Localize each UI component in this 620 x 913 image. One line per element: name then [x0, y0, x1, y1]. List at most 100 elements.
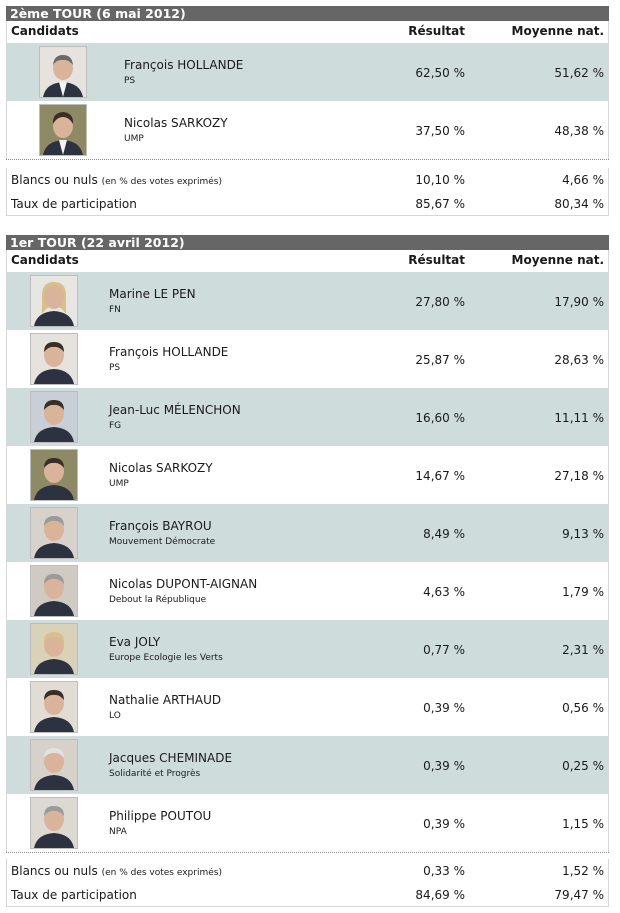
blank-votes-label: Blancs ou nuls (en % des votes exprimés) [11, 864, 222, 878]
candidate-result: 16,60 % [415, 411, 465, 425]
candidate-national: 0,25 % [562, 759, 604, 773]
candidate-photo [30, 681, 78, 733]
candidate-national: 2,31 % [562, 643, 604, 657]
candidate-name: Nicolas SARKOZY [109, 461, 213, 475]
table-row: Marine LE PEN FN 27,80 % 17,90 % [6, 272, 609, 330]
divider [6, 852, 609, 853]
table-row: François HOLLANDE PS 25,87 % 28,63 % [6, 330, 609, 388]
candidate-name: Nathalie ARTHAUD [109, 693, 222, 707]
round1-title: 1er TOUR (22 avril 2012) [6, 235, 609, 250]
candidate-photo [30, 333, 78, 385]
candidate-result: 27,80 % [415, 295, 465, 309]
candidate-party: Solidarité et Progrès [109, 769, 201, 779]
header-resultat: Résultat [408, 24, 465, 38]
table-row: François BAYROU Mouvement Démocrate 8,49 %… [6, 504, 609, 562]
blank-votes-row: Blancs ou nuls (en % des votes exprimés)… [6, 168, 609, 192]
turnout-row: Taux de participation 84,69 % 79,47 % [6, 883, 609, 907]
candidate-result: 62,50 % [415, 66, 465, 80]
candidate-national: 48,38 % [554, 124, 604, 138]
blank-votes-result: 10,10 % [415, 173, 465, 187]
candidate-name: Marine LE PEN [109, 287, 196, 301]
candidate-party: UMP [109, 479, 129, 489]
candidate-name: Philippe POUTOU [109, 809, 212, 823]
candidate-name: François BAYROU [109, 519, 212, 533]
candidate-photo [30, 275, 78, 327]
candidate-result: 25,87 % [415, 353, 465, 367]
round1-column-headers: Candidats Résultat Moyenne nat. [6, 250, 609, 272]
turnout-label: Taux de participation [11, 197, 137, 211]
candidate-national: 17,90 % [554, 295, 604, 309]
candidate-photo [39, 104, 87, 156]
table-row: Jacques CHEMINADE Solidarité et Progrès 0,… [6, 736, 609, 794]
candidate-name: Nicolas SARKOZY [124, 116, 228, 130]
candidate-photo [30, 565, 78, 617]
round2-column-headers: Candidats Résultat Moyenne nat. [6, 21, 609, 43]
candidate-name: François HOLLANDE [124, 58, 244, 72]
candidate-party: NPA [109, 827, 127, 837]
table-row: Philippe POUTOU NPA 0,39 % 1,15 % [6, 794, 609, 852]
candidate-national: 27,18 % [554, 469, 604, 483]
turnout-label: Taux de participation [11, 888, 137, 902]
candidate-national: 51,62 % [554, 66, 604, 80]
candidate-result: 0,39 % [423, 759, 465, 773]
candidate-photo [30, 623, 78, 675]
round2-title: 2ème TOUR (6 mai 2012) [6, 6, 609, 21]
candidate-photo [30, 507, 78, 559]
table-row: Jean-Luc MÉLENCHON FG 16,60 % 11,11 % [6, 388, 609, 446]
candidate-national: 9,13 % [562, 527, 604, 541]
table-row: Nicolas SARKOZY UMP 14,67 % 27,18 % [6, 446, 609, 504]
round1-section: 1er TOUR (22 avril 2012) Candidats Résul… [6, 235, 609, 907]
candidate-result: 14,67 % [415, 469, 465, 483]
table-row: Nathalie ARTHAUD LO 0,39 % 0,56 % [6, 678, 609, 736]
candidate-party: FG [109, 421, 122, 431]
candidate-name: Eva JOLY [109, 635, 161, 649]
candidate-party: FN [109, 305, 121, 315]
blank-votes-row: Blancs ou nuls (en % des votes exprimés)… [6, 859, 609, 883]
candidate-photo [30, 391, 78, 443]
candidate-result: 0,39 % [423, 701, 465, 715]
header-moyenne: Moyenne nat. [511, 253, 604, 267]
candidate-result: 0,77 % [423, 643, 465, 657]
turnout-row: Taux de participation 85,67 % 80,34 % [6, 192, 609, 216]
header-resultat: Résultat [408, 253, 465, 267]
round1-candidate-list: Marine LE PEN FN 27,80 % 17,90 % François HO… [6, 272, 609, 852]
header-candidats: Candidats [11, 24, 79, 38]
turnout-national: 79,47 % [554, 888, 604, 902]
blank-votes-national: 4,66 % [562, 173, 604, 187]
candidate-national: 28,63 % [554, 353, 604, 367]
blank-votes-result: 0,33 % [423, 864, 465, 878]
candidate-photo [39, 46, 87, 98]
candidate-party: LO [109, 711, 121, 721]
candidate-result: 4,63 % [423, 585, 465, 599]
candidate-party: PS [124, 76, 136, 86]
candidate-national: 1,79 % [562, 585, 604, 599]
candidate-photo [30, 449, 78, 501]
header-moyenne: Moyenne nat. [511, 24, 604, 38]
blank-votes-note: (en % des votes exprimés) [101, 177, 222, 187]
candidate-name: Jacques CHEMINADE [109, 751, 233, 765]
candidate-name: François HOLLANDE [109, 345, 229, 359]
divider [6, 159, 609, 160]
candidate-result: 8,49 % [423, 527, 465, 541]
candidate-name: Jean-Luc MÉLENCHON [109, 403, 241, 417]
candidate-name: Nicolas DUPONT-AIGNAN [109, 577, 258, 591]
candidate-national: 1,15 % [562, 817, 604, 831]
candidate-party: UMP [124, 134, 144, 144]
candidate-party: PS [109, 363, 121, 373]
turnout-result: 84,69 % [415, 888, 465, 902]
candidate-photo [30, 797, 78, 849]
turnout-result: 85,67 % [415, 197, 465, 211]
table-row: Nicolas SARKOZY UMP 37,50 % 48,38 % [6, 101, 609, 159]
header-candidats: Candidats [11, 253, 79, 267]
blank-votes-national: 1,52 % [562, 864, 604, 878]
turnout-national: 80,34 % [554, 197, 604, 211]
candidate-national: 0,56 % [562, 701, 604, 715]
candidate-photo [30, 739, 78, 791]
blank-votes-note: (en % des votes exprimés) [101, 868, 222, 878]
round2-section: 2ème TOUR (6 mai 2012) Candidats Résulta… [6, 6, 609, 216]
candidate-national: 11,11 % [554, 411, 604, 425]
table-row: Nicolas DUPONT-AIGNAN Debout la Républiqu… [6, 562, 609, 620]
candidate-party: Debout la République [109, 595, 207, 605]
candidate-party: Europe Ecologie les Verts [109, 653, 223, 663]
candidate-result: 37,50 % [415, 124, 465, 138]
